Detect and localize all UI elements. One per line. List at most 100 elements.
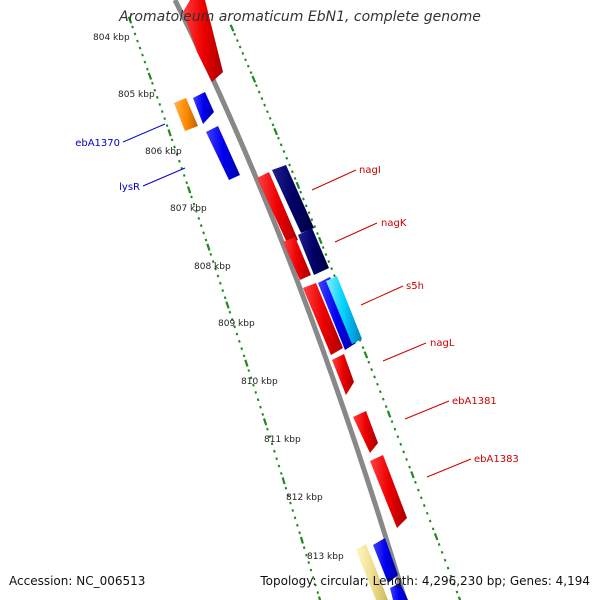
minor-tick bbox=[238, 45, 242, 49]
minor-tick bbox=[190, 195, 193, 199]
minor-tick bbox=[199, 224, 203, 228]
minor-tick bbox=[153, 88, 157, 92]
minor-tick bbox=[261, 413, 265, 416]
minor-tick bbox=[361, 346, 365, 350]
major-tick bbox=[273, 127, 279, 136]
gene-label-ebA1370: ebA1370 bbox=[75, 138, 120, 149]
minor-tick bbox=[446, 566, 450, 570]
minor-tick bbox=[431, 527, 435, 531]
major-tick bbox=[386, 410, 392, 418]
minor-tick bbox=[235, 39, 239, 43]
minor-tick bbox=[214, 267, 217, 271]
minor-tick bbox=[247, 369, 251, 372]
minor-tick bbox=[452, 582, 456, 586]
gene-arrow[interactable] bbox=[326, 276, 362, 344]
minor-tick bbox=[425, 511, 429, 515]
minor-tick bbox=[138, 46, 142, 50]
minor-tick bbox=[277, 136, 280, 140]
minor-tick bbox=[275, 457, 278, 461]
minor-tick bbox=[192, 202, 196, 206]
minor-tick bbox=[257, 90, 261, 94]
gene-arrow[interactable] bbox=[318, 277, 356, 350]
minor-tick bbox=[307, 211, 311, 215]
gene-arrow[interactable] bbox=[298, 228, 329, 275]
minor-tick bbox=[143, 60, 147, 64]
kbp-label: 805 kbp bbox=[118, 90, 155, 100]
minor-tick bbox=[408, 465, 411, 469]
minor-tick bbox=[219, 281, 222, 285]
minor-tick bbox=[277, 464, 281, 468]
minor-tick bbox=[310, 218, 314, 222]
gene-label-nagI: nagI bbox=[359, 165, 381, 176]
minor-tick bbox=[197, 216, 201, 220]
inner-tick-ring bbox=[127, 16, 322, 600]
major-tick bbox=[127, 16, 133, 24]
minor-tick bbox=[314, 583, 317, 587]
gene-arrow[interactable] bbox=[206, 126, 240, 180]
minor-tick bbox=[233, 32, 237, 36]
minor-tick bbox=[376, 382, 379, 386]
leader-line bbox=[382, 342, 427, 362]
minor-tick bbox=[422, 504, 426, 508]
minor-tick bbox=[305, 553, 308, 557]
minor-tick bbox=[173, 145, 176, 149]
gene-arrow[interactable] bbox=[356, 544, 388, 600]
gene-arrow[interactable] bbox=[257, 172, 298, 245]
major-tick bbox=[457, 596, 462, 600]
gene-arrow[interactable] bbox=[370, 455, 407, 528]
minor-tick bbox=[291, 509, 295, 512]
gene-label-s5h: s5h bbox=[406, 281, 424, 292]
gene-arrow[interactable] bbox=[373, 538, 398, 583]
minor-tick bbox=[246, 64, 250, 68]
gene-arrow[interactable] bbox=[283, 237, 311, 280]
minor-tick bbox=[437, 543, 441, 546]
gene-arrow[interactable] bbox=[353, 411, 378, 453]
minor-tick bbox=[228, 310, 232, 314]
minor-tick bbox=[443, 558, 447, 562]
major-tick bbox=[262, 418, 268, 426]
minor-tick bbox=[313, 225, 317, 229]
leader-line bbox=[122, 123, 166, 143]
major-tick bbox=[147, 72, 153, 80]
minor-tick bbox=[151, 81, 154, 85]
gene-arrow[interactable] bbox=[332, 354, 354, 395]
minor-tick bbox=[254, 391, 258, 394]
minor-tick bbox=[396, 435, 400, 439]
minor-tick bbox=[273, 449, 276, 453]
minor-tick bbox=[182, 174, 186, 177]
minor-tick bbox=[216, 274, 220, 278]
gene-arrow[interactable] bbox=[193, 92, 214, 124]
minor-tick bbox=[282, 150, 286, 153]
gene-arrow[interactable] bbox=[183, 0, 223, 82]
minor-tick bbox=[455, 590, 459, 594]
minor-tick bbox=[230, 318, 234, 321]
minor-tick bbox=[440, 550, 444, 554]
gene-arrow[interactable] bbox=[174, 98, 198, 131]
major-tick bbox=[410, 471, 415, 479]
major-tick bbox=[206, 243, 211, 251]
gene-label-nagK: nagK bbox=[381, 218, 407, 229]
minor-tick bbox=[370, 368, 374, 372]
major-tick bbox=[433, 533, 439, 541]
gene-arrow[interactable] bbox=[272, 165, 314, 233]
minor-tick bbox=[428, 519, 432, 523]
minor-tick bbox=[163, 117, 167, 121]
minor-tick bbox=[284, 486, 288, 490]
minor-tick bbox=[384, 405, 388, 409]
minor-tick bbox=[175, 152, 179, 156]
gene-label-ebA1381: ebA1381 bbox=[452, 396, 497, 407]
minor-tick bbox=[146, 67, 149, 71]
major-tick bbox=[244, 359, 249, 367]
minor-tick bbox=[259, 405, 262, 409]
minor-tick bbox=[165, 124, 169, 128]
minor-tick bbox=[160, 110, 164, 114]
minor-tick bbox=[204, 238, 208, 242]
minor-tick bbox=[266, 427, 269, 431]
gene-arrow[interactable] bbox=[303, 283, 343, 355]
minor-tick bbox=[255, 84, 258, 88]
minor-tick bbox=[324, 253, 328, 256]
minor-tick bbox=[373, 375, 376, 379]
minor-tick bbox=[158, 102, 162, 106]
gene-arrow[interactable] bbox=[390, 583, 408, 600]
minor-tick bbox=[367, 360, 371, 364]
